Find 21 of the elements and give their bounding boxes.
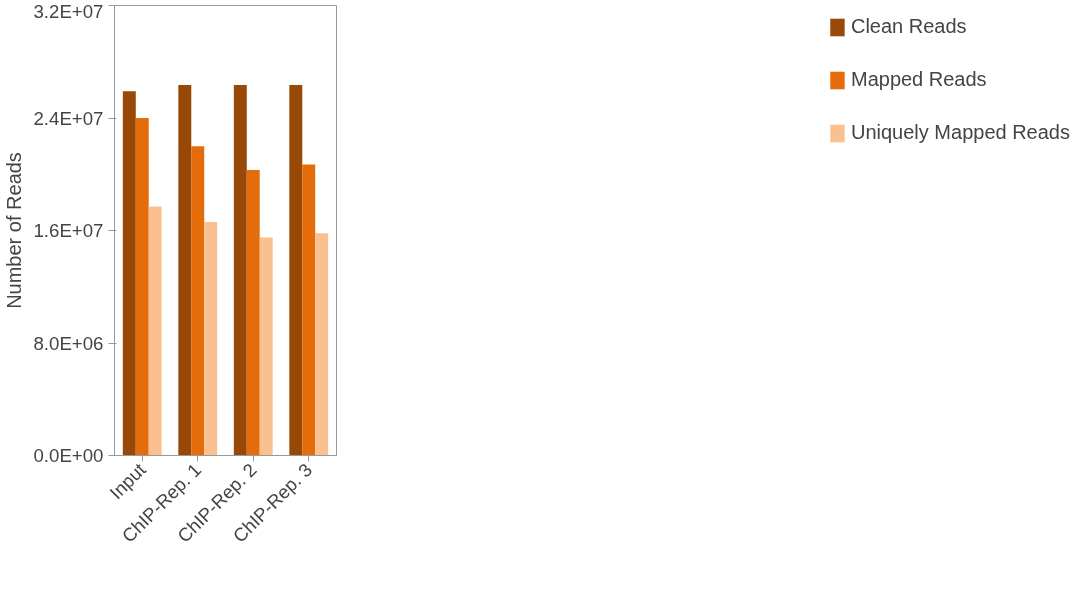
legend-label: Clean Reads [850,15,967,38]
legend-label: Uniquely Mapped Reads [850,121,1070,144]
y-tick-label: 8.0E+06 [33,332,104,354]
y-tick-label: 1.6E+07 [33,220,104,241]
y-tick-label: 0.0E+00 [33,445,104,466]
bar [122,91,136,456]
bar [246,170,260,456]
bar [233,84,247,456]
bar [135,118,149,456]
y-axis-title: Number of Reads [3,152,26,309]
bar [259,237,273,456]
bar [148,206,162,456]
bar [289,84,303,456]
bar [204,222,218,456]
bar [178,84,192,456]
bar [302,164,316,456]
y-tick-label: 2.4E+07 [33,107,104,129]
bar [315,233,329,456]
y-tick-label: 3.2E+07 [33,0,104,22]
bar [191,146,205,456]
legend-label: Mapped Reads [850,68,987,91]
